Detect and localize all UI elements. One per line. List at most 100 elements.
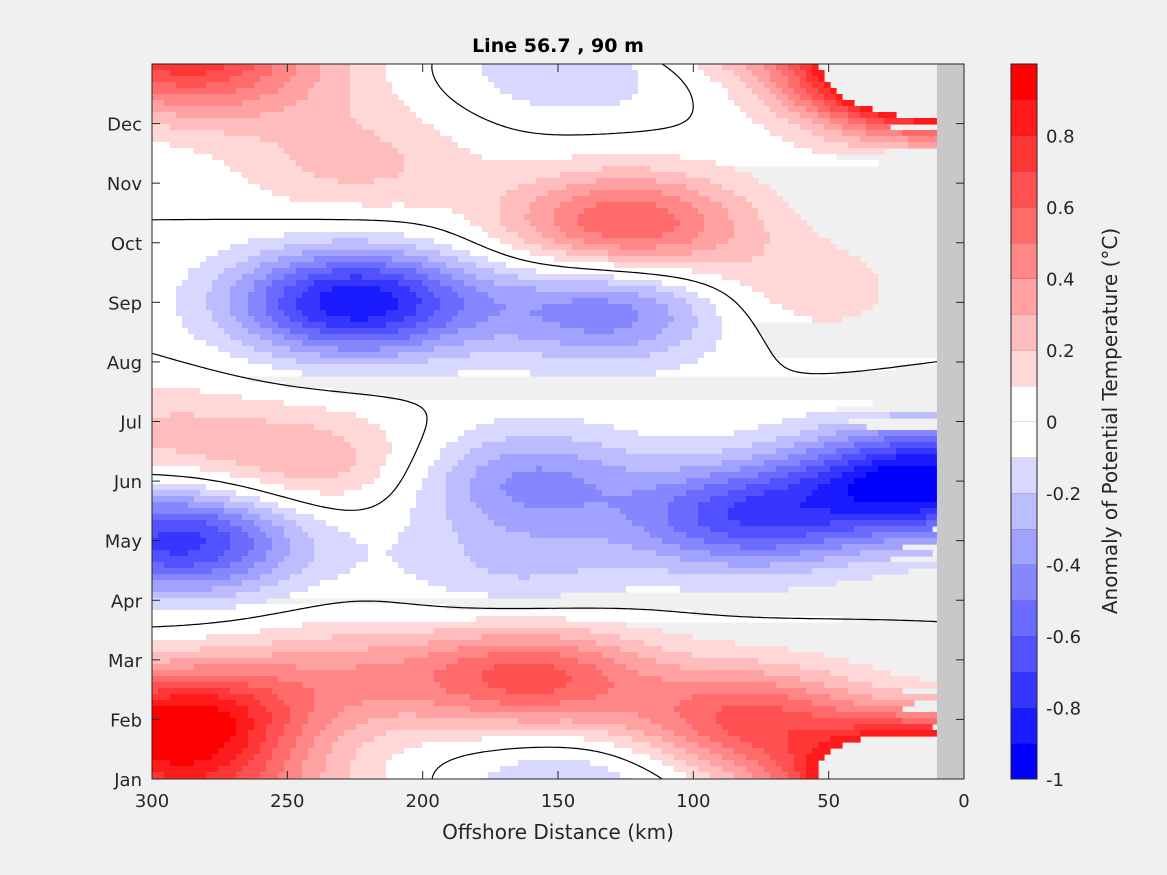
field-cell <box>596 484 657 491</box>
y-axis: Jan Feb Mar Apr May Jun Jul Aug Sep Oct Nov Dec <box>105 115 964 791</box>
field-cell <box>782 70 795 77</box>
field-cell <box>554 238 585 245</box>
field-cell <box>332 238 369 245</box>
field-cell <box>272 190 507 197</box>
field-cell <box>794 760 807 767</box>
field-cell <box>230 76 261 83</box>
field-cell <box>230 712 249 719</box>
field-cell <box>470 694 597 701</box>
field-cell <box>218 250 261 257</box>
field-cell <box>686 478 729 485</box>
field-cell <box>800 76 807 83</box>
field-cell <box>668 124 765 131</box>
field-cell <box>272 712 291 719</box>
field-cell <box>680 340 717 347</box>
field-cell <box>152 382 285 389</box>
field-cell <box>284 334 309 341</box>
field-cell <box>416 454 441 461</box>
field-cell <box>422 118 489 125</box>
field-cell <box>440 130 537 137</box>
field-cell <box>506 688 555 695</box>
colorbar-tick-label: 0.4 <box>1046 270 1075 291</box>
field-cell <box>284 766 303 773</box>
field-cell <box>518 334 657 341</box>
field-cell <box>572 718 651 725</box>
field-cell <box>458 646 579 653</box>
colorbar-swatch <box>1011 421 1037 458</box>
field-cell <box>314 256 393 263</box>
field-cell <box>830 736 861 743</box>
field-cell <box>728 478 771 485</box>
field-cell <box>170 658 405 665</box>
field-cell <box>446 478 471 485</box>
field-cell <box>770 754 795 761</box>
field-cell <box>386 70 435 77</box>
field-cell <box>488 514 627 521</box>
field-cell <box>254 520 273 527</box>
field-cell <box>704 214 729 221</box>
field-cell <box>536 130 621 137</box>
field-cell <box>152 676 279 683</box>
field-cell <box>236 280 255 287</box>
field-cell <box>452 244 483 251</box>
field-cell <box>584 226 675 233</box>
field-cell <box>284 532 309 539</box>
field-cell <box>290 316 309 323</box>
field-cell <box>542 466 627 473</box>
field-cell <box>230 472 285 479</box>
field-cell <box>488 232 519 239</box>
field-cell <box>254 754 273 761</box>
field-cell <box>584 502 609 509</box>
field-cell <box>398 352 471 359</box>
field-cell <box>404 154 483 161</box>
field-cell <box>758 94 777 101</box>
field-cell <box>626 724 663 731</box>
field-cell <box>194 760 231 767</box>
field-cell <box>848 142 909 149</box>
field-cell <box>674 214 705 221</box>
field-cell <box>614 274 675 281</box>
field-cell <box>404 472 429 479</box>
field-cell <box>620 244 657 251</box>
field-cell <box>806 496 855 503</box>
field-cell <box>512 244 543 251</box>
field-cell <box>464 106 693 113</box>
field-cell <box>206 256 249 263</box>
field-cell <box>386 550 465 557</box>
field-cell <box>272 568 303 575</box>
field-cell <box>692 94 729 101</box>
field-cell <box>674 292 699 299</box>
field-cell <box>824 94 837 101</box>
field-cell <box>788 736 831 743</box>
field-cell <box>722 274 879 281</box>
field-cell <box>650 754 675 761</box>
field-cell <box>656 202 693 209</box>
field-cell <box>152 742 225 749</box>
field-cell <box>476 274 519 281</box>
field-cell <box>170 550 189 557</box>
field-cell <box>242 748 261 755</box>
field-cell <box>752 118 789 125</box>
field-cell <box>152 730 237 737</box>
field-cell <box>674 496 711 503</box>
field-cell <box>152 232 285 239</box>
field-cell <box>434 310 459 317</box>
field-cell <box>350 100 405 107</box>
field-cell <box>386 766 435 773</box>
field-cell <box>356 460 387 467</box>
field-cell <box>770 478 801 485</box>
field-cell <box>152 718 237 725</box>
field-cell <box>770 70 783 77</box>
field-cell <box>320 298 399 305</box>
field-cell <box>812 568 909 575</box>
field-cell <box>554 220 579 227</box>
field-cell <box>692 202 723 209</box>
field-cell <box>278 298 297 305</box>
field-cell <box>218 526 243 533</box>
field-cell <box>152 664 195 671</box>
field-cell <box>152 514 219 521</box>
field-cell <box>434 700 501 707</box>
field-cell <box>830 466 855 473</box>
field-cell <box>404 232 459 239</box>
field-cell <box>656 370 807 377</box>
